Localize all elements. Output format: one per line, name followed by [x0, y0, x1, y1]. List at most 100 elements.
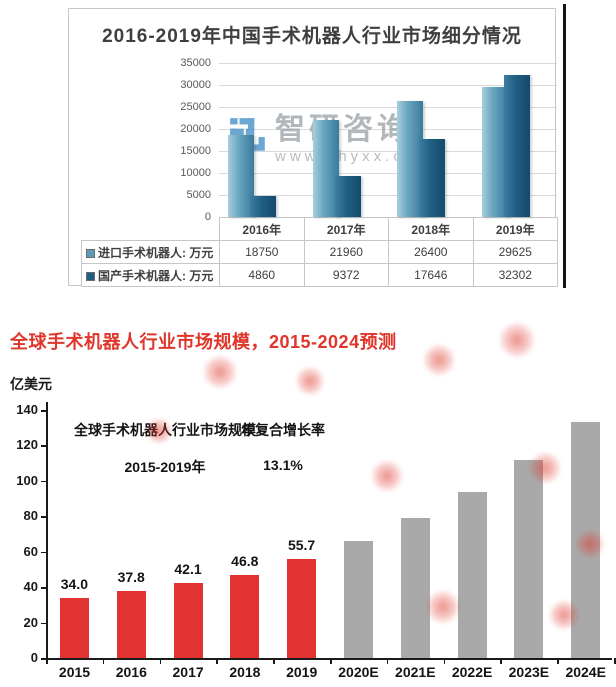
- bar-2016-series2: [250, 195, 276, 217]
- table-corner-cell: [82, 218, 220, 241]
- legend-swatch-icon: [86, 248, 95, 258]
- grid-line: [219, 129, 557, 130]
- y-axis-tick-label: 100: [16, 472, 38, 488]
- bar-2017-series1: [312, 120, 339, 217]
- y-axis-tick: [41, 480, 46, 483]
- bar-2020E: [343, 541, 373, 658]
- annotation-cagr-header: 年复合增长率: [241, 422, 325, 438]
- table-value-cell: 26400: [388, 240, 474, 264]
- page-edge-line: [563, 4, 566, 288]
- grid-line: [219, 63, 557, 64]
- bar-2024E: [571, 422, 601, 658]
- legend-swatch-icon: [86, 271, 95, 281]
- x-axis-category-label: 2022E: [451, 664, 493, 680]
- bar-2022E: [457, 491, 487, 658]
- y-axis-tick-label: 120: [16, 437, 38, 453]
- x-axis-category-label: 2019: [286, 664, 318, 680]
- table-value-cell: 9372: [303, 263, 389, 287]
- annotation-cagr-value: 13.1%: [263, 457, 303, 473]
- bar-2017-series2: [334, 175, 361, 217]
- bar-2023E: [514, 459, 544, 658]
- grid-line: [219, 85, 557, 86]
- table-header-row: 2016年 2017年 2018年 2019年: [82, 217, 558, 241]
- x-axis-category-label: 2015: [58, 664, 91, 680]
- x-axis-line: [46, 658, 612, 660]
- bar-data-label: 46.8: [231, 553, 259, 570]
- grid-line: [219, 151, 557, 152]
- bar-2018-series2: [419, 139, 445, 217]
- x-axis-tick: [614, 658, 616, 664]
- y-axis-tick-label: 35000: [180, 57, 211, 69]
- x-axis-category-label: 2023E: [508, 664, 550, 680]
- table-value-cell: 4860: [219, 263, 305, 287]
- y-axis-tick-label: 20000: [180, 123, 211, 135]
- y-axis-tick: [41, 410, 46, 412]
- y-axis-tick-label: 0: [30, 650, 38, 665]
- x-axis-tick: [443, 658, 446, 664]
- y-axis-unit-label: 亿美元: [10, 376, 52, 392]
- bar-2019: [287, 559, 317, 658]
- bar-2021E: [400, 518, 430, 658]
- bar-2016: [116, 591, 146, 658]
- x-axis-category-label: 2016: [115, 664, 147, 680]
- y-axis-line: [46, 402, 48, 659]
- bar-data-label: 42.1: [174, 561, 202, 578]
- y-axis-tick-label: 25000: [180, 101, 211, 113]
- y-axis-tick: [41, 551, 46, 554]
- x-axis-tick: [102, 658, 105, 664]
- x-axis-tick: [500, 658, 502, 664]
- table-value-cell: 18750: [219, 240, 305, 264]
- table-year-header: 2019年: [472, 217, 558, 241]
- annotation-series-period: 2015-2019年: [124, 459, 206, 475]
- x-axis-tick: [216, 658, 218, 664]
- china-market-chart-panel: 2016-2019年中国手术机器人行业市场细分情况: [68, 8, 558, 287]
- y-axis-tick-label: 20: [23, 614, 38, 630]
- x-axis-category-label: 2020E: [338, 664, 379, 680]
- y-axis-tick: [41, 445, 46, 447]
- bar-2019-series1: [481, 86, 508, 217]
- table-year-header: 2017年: [303, 217, 389, 241]
- grid-line: [219, 195, 557, 196]
- bar-2015: [59, 597, 89, 658]
- x-axis-category-label: 2017: [172, 664, 204, 680]
- grid-line: [219, 107, 557, 108]
- x-axis-category-label: 2021E: [395, 664, 436, 680]
- watermark-stamp: [202, 355, 238, 389]
- x-axis-tick: [330, 658, 332, 664]
- legend-cell: 国产手术机器人: 万元: [81, 263, 220, 287]
- x-axis-tick: [159, 658, 162, 664]
- watermark-stamp: [422, 344, 456, 376]
- table-value-cell: 32302: [472, 263, 558, 287]
- y-axis-tick-label: 140: [16, 402, 38, 417]
- y-axis-tick: [41, 658, 46, 660]
- watermark-stamp: [498, 322, 536, 358]
- y-axis-tick: [41, 516, 46, 518]
- y-axis-tick-label: 5000: [186, 189, 211, 201]
- y-axis-tick-label: 30000: [180, 79, 211, 91]
- table-year-header: 2016年: [219, 217, 305, 241]
- top-chart-title: 2016-2019年中国手术机器人行业市场细分情况: [102, 26, 522, 47]
- x-axis-tick: [273, 658, 275, 664]
- y-axis-tick-label: 60: [23, 543, 38, 559]
- bar-data-label: 34.0: [60, 575, 89, 592]
- grid-line: [219, 173, 557, 174]
- watermark-stamp: [295, 366, 325, 396]
- table-year-header: 2018年: [388, 217, 474, 241]
- top-chart-plot-area: 智研咨询 www.chyxx.com 0 5000 10000 15000 20000 2…: [69, 9, 557, 223]
- table-value-cell: 21960: [303, 240, 389, 264]
- y-axis-tick: [41, 587, 46, 589]
- legend-cell: 进口手术机器人: 万元: [81, 240, 220, 264]
- bar-2018: [230, 575, 260, 658]
- bottom-chart-title: 全球手术机器人行业市场规模，2015-2024预测: [10, 332, 397, 352]
- x-axis-tick: [46, 658, 48, 664]
- bar-data-label: 55.7: [287, 537, 316, 554]
- x-axis-category-label: 2024E: [565, 664, 606, 680]
- bar-2018-series1: [397, 100, 423, 217]
- table-row: 进口手术机器人: 万元 18750 21960 26400 29625: [81, 240, 558, 264]
- bar-2017: [173, 583, 203, 658]
- x-axis-tick: [386, 658, 389, 664]
- bar-2019-series2: [503, 74, 530, 217]
- top-chart-data-table: 2016年 2017年 2018年 2019年 进口手术机器人: 万元 18750 2196…: [81, 217, 558, 287]
- x-axis-tick: [557, 658, 559, 664]
